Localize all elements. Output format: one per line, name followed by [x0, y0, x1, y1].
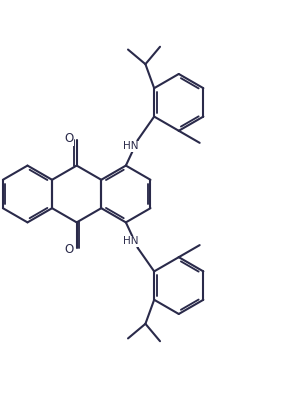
Text: O: O [64, 132, 73, 145]
Text: O: O [64, 243, 73, 256]
Text: HN: HN [123, 237, 138, 247]
Text: HN: HN [123, 141, 138, 151]
